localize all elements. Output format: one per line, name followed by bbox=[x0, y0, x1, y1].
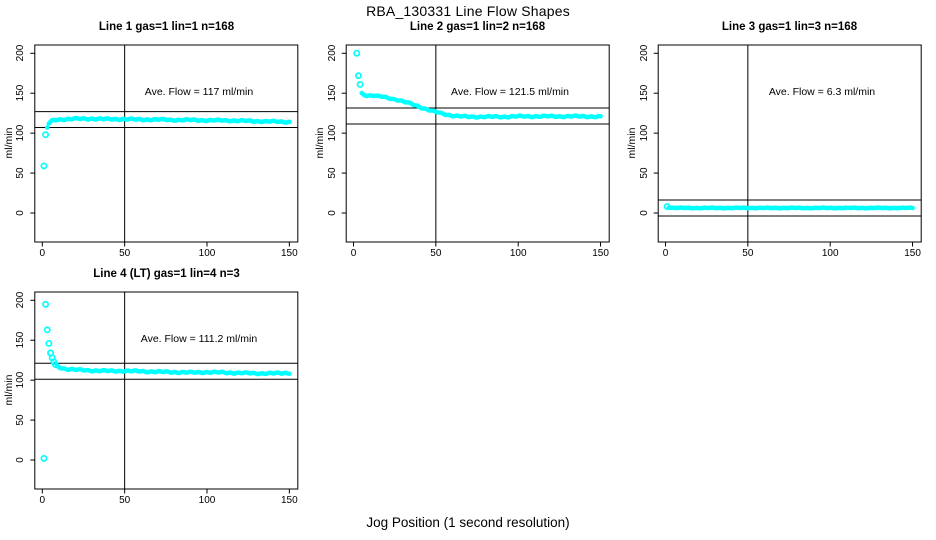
y-tick-label: 200 bbox=[638, 44, 650, 62]
x-tick-label: 100 bbox=[509, 248, 527, 259]
startup-outlier-point bbox=[42, 300, 50, 308]
startup-outlier-point bbox=[356, 80, 364, 88]
flow-data-point bbox=[598, 114, 603, 119]
y-tick-label: 50 bbox=[638, 167, 650, 179]
y-tick-label: 0 bbox=[638, 210, 650, 216]
y-tick-label: 100 bbox=[638, 124, 650, 142]
y-tick-label: 150 bbox=[326, 84, 338, 102]
data-points-layer bbox=[663, 203, 915, 211]
startup-outlier-point bbox=[52, 361, 59, 369]
plot-box bbox=[34, 291, 299, 490]
y-tick-label: 100 bbox=[15, 371, 27, 389]
x-tick-label: 150 bbox=[904, 248, 921, 259]
panel-2-y-axis-label: ml/min bbox=[314, 127, 326, 159]
startup-outlier-point bbox=[663, 203, 671, 211]
panel-1-ave-flow-annotation: Ave. Flow = 117 ml/min bbox=[144, 86, 254, 98]
x-tick-label: 150 bbox=[281, 248, 298, 259]
plot-box bbox=[34, 44, 299, 243]
startup-outlier-point bbox=[353, 49, 361, 57]
x-tick-label: 150 bbox=[281, 495, 298, 506]
x-tick-label: 100 bbox=[821, 248, 839, 259]
flow-data-point bbox=[44, 125, 50, 130]
startup-outlier-point bbox=[40, 454, 48, 462]
panel-1-plot bbox=[30, 44, 299, 247]
x-axis-shared-label: Jog Position (1 second resolution) bbox=[366, 515, 570, 530]
x-tick-label: 100 bbox=[198, 248, 216, 259]
y-tick-label: 0 bbox=[15, 457, 27, 463]
panel-4-title: Line 4 (LT) gas=1 lin=4 n=3 bbox=[93, 268, 240, 280]
plot-box bbox=[657, 44, 922, 243]
x-tick-label: 50 bbox=[430, 248, 442, 259]
y-tick-label: 0 bbox=[326, 210, 338, 216]
panel-4-ave-flow-annotation: Ave. Flow = 111.2 ml/min bbox=[140, 333, 258, 345]
x-tick-label: 150 bbox=[592, 248, 609, 259]
y-tick-label: 150 bbox=[15, 331, 27, 349]
panel-2-ave-flow-annotation: Ave. Flow = 121.5 ml/min bbox=[451, 86, 569, 98]
x-tick-label: 0 bbox=[39, 495, 46, 506]
data-points-layer bbox=[40, 300, 292, 462]
x-tick-label: 0 bbox=[350, 248, 357, 259]
y-tick-label: 50 bbox=[326, 167, 338, 179]
startup-outlier-point bbox=[354, 72, 362, 80]
panel-2-title: Line 2 gas=1 lin=2 n=168 bbox=[409, 21, 546, 33]
y-tick-label: 100 bbox=[326, 124, 338, 142]
panel-3-title: Line 3 gas=1 lin=3 n=168 bbox=[721, 21, 858, 33]
x-tick-label: 0 bbox=[39, 248, 46, 259]
startup-outlier-point bbox=[42, 131, 50, 139]
plot-box bbox=[345, 44, 610, 243]
panel-4-plot bbox=[30, 291, 299, 494]
panel-3-plot bbox=[653, 44, 922, 247]
main-title: RBA_130331 Line Flow Shapes bbox=[366, 3, 570, 19]
panel-3-ave-flow-annotation: Ave. Flow = 6.3 ml/min bbox=[768, 86, 876, 98]
y-tick-label: 200 bbox=[15, 291, 27, 309]
y-tick-label: 200 bbox=[15, 44, 27, 62]
y-tick-label: 50 bbox=[15, 167, 27, 179]
startup-outlier-point bbox=[43, 326, 51, 334]
data-points-layer bbox=[40, 115, 292, 170]
panel-1-title: Line 1 gas=1 lin=1 n=168 bbox=[98, 21, 235, 33]
x-tick-label: 50 bbox=[119, 495, 131, 506]
y-tick-label: 50 bbox=[15, 414, 27, 426]
x-tick-label: 100 bbox=[198, 495, 216, 506]
x-tick-label: 50 bbox=[742, 248, 754, 259]
panel-4-y-axis-label: ml/min bbox=[3, 374, 15, 406]
flow-data-point bbox=[287, 119, 292, 125]
panel-3-y-axis-label: ml/min bbox=[626, 127, 638, 159]
y-tick-label: 200 bbox=[326, 44, 338, 62]
y-tick-label: 150 bbox=[15, 84, 27, 102]
data-points-layer bbox=[353, 49, 603, 120]
startup-outlier-point bbox=[40, 162, 48, 170]
y-tick-label: 150 bbox=[638, 84, 650, 102]
panel-2-plot bbox=[341, 44, 610, 247]
y-tick-label: 100 bbox=[15, 124, 27, 142]
x-tick-label: 50 bbox=[119, 248, 131, 259]
flow-data-point bbox=[910, 205, 915, 211]
panel-1-y-axis-label: ml/min bbox=[3, 127, 15, 159]
flow-data-point bbox=[287, 371, 292, 377]
x-tick-label: 0 bbox=[662, 248, 669, 259]
startup-outlier-point bbox=[45, 339, 53, 347]
y-tick-label: 0 bbox=[15, 210, 27, 216]
